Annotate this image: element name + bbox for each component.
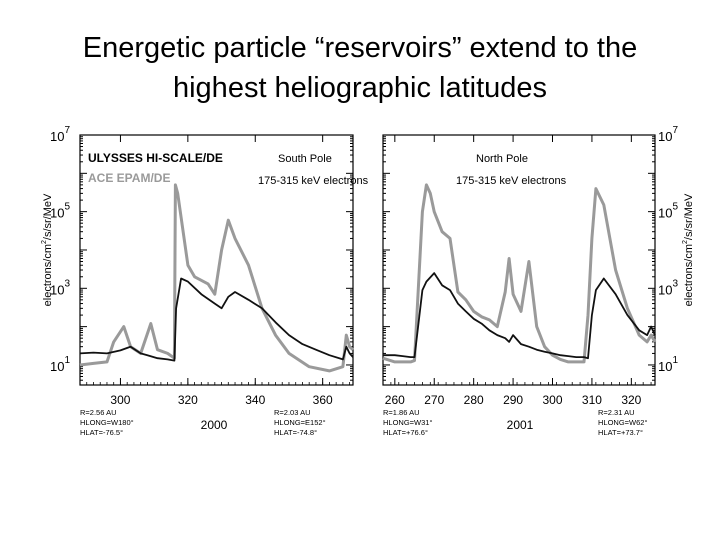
position-annotation: R=2.03 AU xyxy=(274,408,310,417)
x-tick-label: 270 xyxy=(424,393,444,407)
position-annotation: R=2.31 AU xyxy=(598,408,634,417)
x-tick-label: 300 xyxy=(542,393,562,407)
position-annotation: HLAT=+76.6° xyxy=(383,428,428,437)
slide-title-line-2: highest heliographic latitudes xyxy=(172,72,548,104)
y-tick-label: 105 xyxy=(658,202,678,221)
y-axis-label: electrons/cm2/s/sr/MeV xyxy=(41,193,54,306)
position-annotation: HLONG=W180° xyxy=(80,418,134,427)
slide-title: Energetic particle “reservoirs” extend t… xyxy=(0,28,720,108)
position-annotation: HLAT=-76.5° xyxy=(80,428,123,437)
x-tick-label: 300 xyxy=(110,393,130,407)
position-annotation: R=1.86 AU xyxy=(383,408,419,417)
plot-frame xyxy=(79,134,354,386)
ace-epam-series-line xyxy=(382,183,657,364)
x-tick-label: 320 xyxy=(621,393,641,407)
position-annotation: HLONG=W31° xyxy=(383,418,432,427)
panel-left: 101 103 105 107 electrons/cm2/s/sr/MeV 300 320… xyxy=(41,125,369,437)
plot-frame xyxy=(382,134,656,386)
x-tick-label: 260 xyxy=(385,393,405,407)
x-tick-label: 310 xyxy=(582,393,602,407)
ace-epam-series-line xyxy=(79,183,354,373)
panel-right: 101 103 105 107 electrons/cm2/s/sr/MeV 260 270… xyxy=(382,125,695,437)
x-tick-label: 290 xyxy=(503,393,523,407)
legend-ulysses-label: ULYSSES HI-SCALE/DE xyxy=(88,151,223,165)
position-annotation: HLAT=-74.8° xyxy=(274,428,317,437)
x-tick-label: 320 xyxy=(178,393,198,407)
legend-ace-label: ACE EPAM/DE xyxy=(88,171,170,185)
pole-label: North Pole xyxy=(476,153,528,165)
ulysses-hiscale-series-line xyxy=(79,277,354,362)
y-tick-label: 103 xyxy=(658,278,678,297)
position-annotation: R=2.56 AU xyxy=(80,408,116,417)
x-tick-label: 280 xyxy=(464,393,484,407)
position-annotation: HLAT=+73.7° xyxy=(598,428,643,437)
position-annotation: HLONG=W62° xyxy=(598,418,647,427)
energy-label: 175-315 keV electrons xyxy=(456,175,567,187)
y-tick-label: 101 xyxy=(658,355,678,374)
year-label: 2001 xyxy=(507,418,534,432)
year-label: 2000 xyxy=(201,418,228,432)
y-axis-label: electrons/cm2/s/sr/MeV xyxy=(682,193,695,306)
x-tick-label: 340 xyxy=(245,393,265,407)
y-tick-label: 103 xyxy=(50,278,70,297)
x-tick-label: 360 xyxy=(313,393,333,407)
y-tick-label: 107 xyxy=(50,125,70,144)
pole-label: South Pole xyxy=(278,153,332,165)
y-tick-label: 101 xyxy=(50,355,70,374)
ulysses-hiscale-series-line xyxy=(383,272,656,360)
position-annotation: HLONG=E152° xyxy=(274,418,326,427)
energy-label: 175-315 keV electrons xyxy=(258,175,369,187)
slide-title-line-1: Energetic particle “reservoirs” extend t… xyxy=(82,32,638,64)
y-tick-label: 107 xyxy=(658,125,678,144)
y-tick-label: 105 xyxy=(50,202,70,221)
